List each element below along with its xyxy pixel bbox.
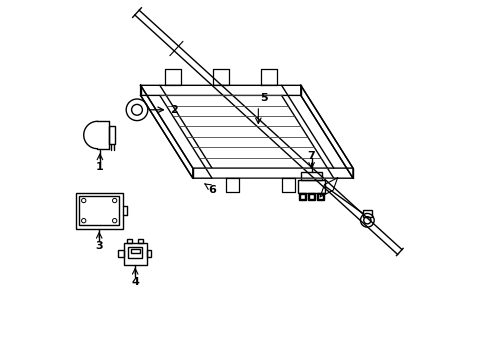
Bar bbox=[363, 210, 371, 217]
Bar bbox=[310, 194, 314, 199]
Bar bbox=[118, 250, 123, 257]
Bar bbox=[128, 247, 142, 258]
Bar bbox=[109, 126, 116, 144]
Text: 2: 2 bbox=[170, 105, 178, 115]
Bar bbox=[298, 180, 325, 193]
Text: 4: 4 bbox=[131, 277, 139, 287]
Bar bbox=[147, 250, 151, 257]
Bar bbox=[300, 194, 305, 199]
Text: 5: 5 bbox=[260, 93, 268, 103]
Bar bbox=[308, 193, 315, 200]
Bar bbox=[131, 249, 140, 253]
Text: 3: 3 bbox=[96, 241, 103, 251]
Bar bbox=[79, 196, 119, 225]
Bar bbox=[138, 239, 143, 243]
Bar bbox=[318, 194, 323, 199]
Text: 6: 6 bbox=[209, 185, 217, 195]
Bar bbox=[76, 193, 122, 229]
Bar bbox=[301, 172, 322, 180]
Bar bbox=[123, 243, 147, 265]
Text: 1: 1 bbox=[96, 162, 104, 172]
Bar bbox=[127, 239, 132, 243]
Text: 7: 7 bbox=[308, 150, 316, 161]
Bar bbox=[299, 193, 306, 200]
Bar bbox=[318, 193, 324, 200]
